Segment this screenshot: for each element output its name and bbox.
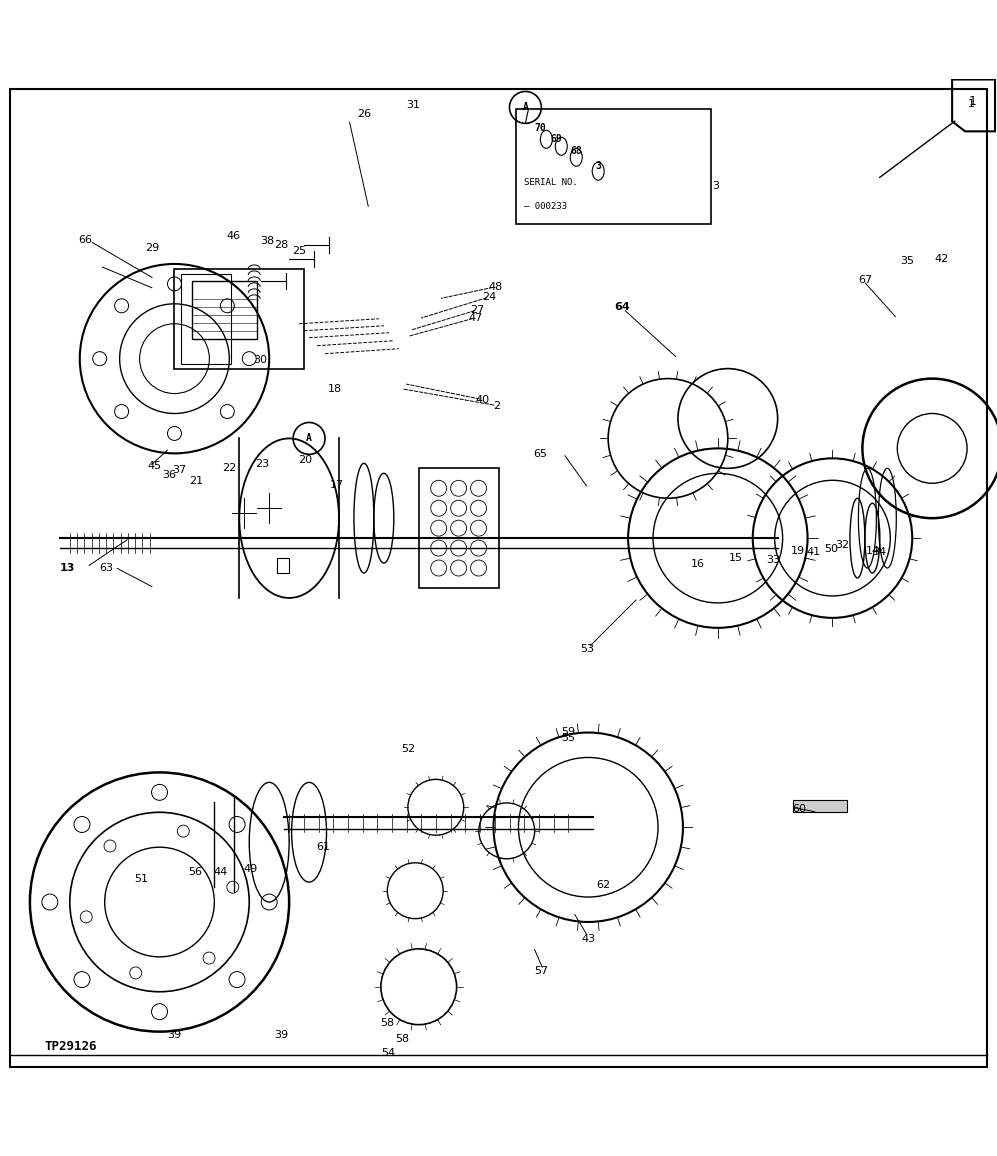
Text: A: A [522,103,528,112]
Bar [277,558,289,573]
Text: 33: 33 [767,555,781,565]
Text: 1: 1 [967,99,975,110]
Text: 2: 2 [493,400,500,410]
Bar [181,274,231,364]
Text: 50: 50 [825,544,838,554]
Text: 39: 39 [274,1030,288,1039]
Text: 52: 52 [401,744,415,755]
Text: 24: 24 [483,291,497,302]
Text: 54: 54 [381,1047,395,1058]
Text: 38: 38 [260,236,274,246]
Text: 70: 70 [534,124,546,133]
Text: 60: 60 [793,805,807,814]
Text: 42: 42 [934,254,948,264]
Text: 35: 35 [900,255,914,266]
Text: 68: 68 [570,147,582,156]
Text: 66: 66 [79,235,93,245]
Bar [516,110,711,224]
Text: TP29126: TP29126 [45,1040,98,1053]
Text: 58: 58 [380,1017,394,1028]
Text: 31: 31 [406,101,420,111]
Text: 28: 28 [274,240,288,250]
Text: 47: 47 [469,313,483,323]
Text: 64: 64 [614,302,630,312]
Text: 46: 46 [226,231,240,242]
Text: 63: 63 [100,563,114,573]
Bar [174,269,304,369]
Text: 49: 49 [243,865,257,874]
Text: 53: 53 [580,644,594,654]
Text: 45: 45 [148,461,162,472]
Text: 19: 19 [791,546,805,556]
Text: 48: 48 [489,282,502,291]
Text: 59: 59 [561,726,575,736]
Text: — 000233: — 000233 [524,201,567,210]
Bar [192,281,257,339]
Text: 27: 27 [471,305,485,314]
Text: 39: 39 [167,1030,181,1039]
Text: 37: 37 [172,466,186,475]
Text: 23: 23 [255,459,269,469]
Text: SERIAL NO.: SERIAL NO. [524,178,578,186]
Text: 1: 1 [968,95,976,108]
Text: 51: 51 [135,874,149,884]
Text: 36: 36 [163,470,176,480]
Text: 61: 61 [316,843,330,852]
Text: 69: 69 [550,134,562,144]
Text: 20: 20 [298,455,312,466]
Text: 41: 41 [807,547,821,557]
Text: 21: 21 [189,476,203,487]
Text: 56: 56 [188,867,202,877]
Text: A: A [306,434,312,444]
Text: 3: 3 [712,181,720,191]
Text: 3: 3 [595,161,601,171]
Text: 55: 55 [561,733,575,742]
Bar [793,800,847,813]
Text: 30: 30 [253,355,267,364]
Text: 67: 67 [858,275,872,284]
Text: 43: 43 [581,934,595,944]
Text: 65: 65 [533,450,547,459]
Text: 13: 13 [60,563,76,573]
Text: 14: 14 [866,546,880,556]
Text: 17: 17 [330,480,344,490]
Text: 44: 44 [213,867,227,877]
Text: 40: 40 [476,394,490,405]
Text: 25: 25 [292,246,306,255]
Text: 18: 18 [328,384,342,393]
Text: 57: 57 [534,965,548,976]
Text: 34: 34 [872,547,886,557]
Bar [419,468,498,588]
Text: 26: 26 [357,110,371,119]
Text: 22: 22 [222,464,236,473]
Text: 29: 29 [146,243,160,253]
Text: 32: 32 [835,540,849,550]
Text: 62: 62 [596,880,610,890]
Text: 16: 16 [691,560,705,569]
Text: 15: 15 [729,553,743,563]
Text: 58: 58 [395,1033,409,1044]
